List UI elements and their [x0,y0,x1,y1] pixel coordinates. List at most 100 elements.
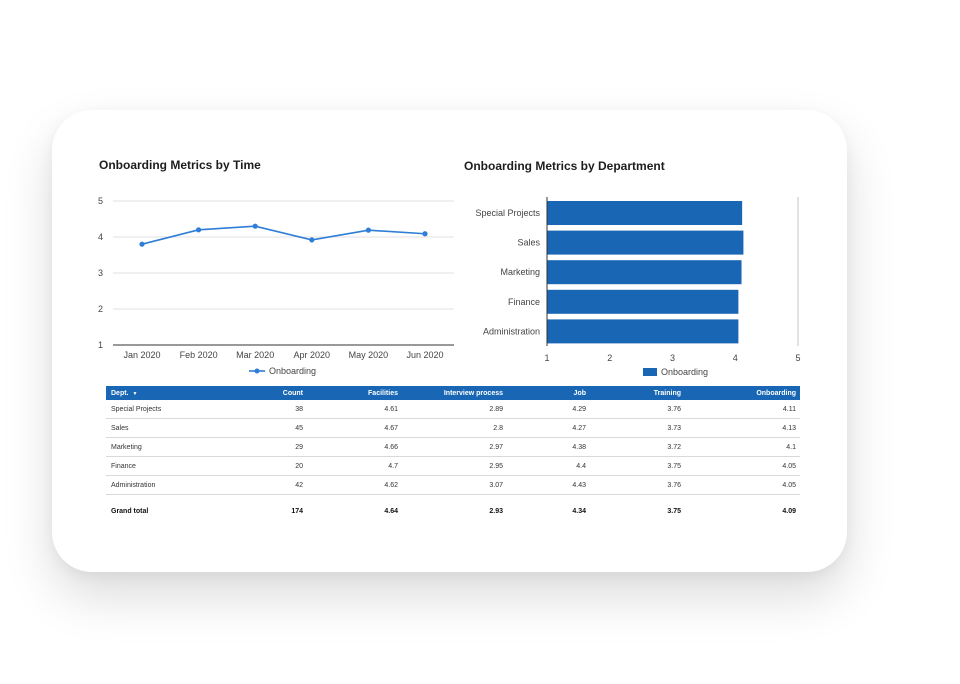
y-tick-label: 5 [98,196,103,206]
table-cell: 4.27 [572,424,586,432]
table-cell: 3.72 [667,443,681,451]
table-header: Dept. ▼ Count Facilities Interview process Jo… [106,386,800,400]
category-label: Finance [508,297,540,307]
data-point [309,237,315,243]
column-header[interactable]: Dept. ▼ [106,390,236,397]
total-cell: 2.93 [489,507,503,515]
table-cell: 2.95 [489,462,503,470]
category-label: Administration [483,326,540,336]
bar [547,201,743,225]
table-cell: 4.05 [782,462,796,470]
total-cell: 4.09 [782,507,796,515]
y-tick-label: 2 [98,304,103,314]
data-point [422,231,428,237]
table-cell: 4.43 [572,481,586,489]
x-tick-label: 5 [795,353,800,363]
x-tick-label: Jun 2020 [406,350,443,360]
column-header[interactable]: Onboarding [681,390,796,397]
table-row: Sales 45 4.67 2.8 4.27 3.73 4.13 [106,419,800,438]
x-tick-label: 1 [544,353,549,363]
legend-swatch [643,368,657,376]
table-cell: 4.13 [782,424,796,432]
table-cell: Special Projects [111,405,162,413]
x-tick-label: 3 [670,353,675,363]
column-header-label: Count [282,389,303,397]
line-chart-title: Onboarding Metrics by Time [99,158,261,172]
x-tick-label: Apr 2020 [294,350,331,360]
column-header[interactable]: Facilities [303,390,398,397]
table-cell: 20 [295,462,303,470]
table-cell: 3.76 [667,405,681,413]
table-cell: 2.8 [493,424,503,432]
table-cell: 29 [295,443,303,451]
total-cell: 3.75 [667,507,681,515]
data-point [196,227,202,233]
data-point [139,241,145,247]
table-cell: 4.62 [384,481,398,489]
sort-descending-icon[interactable]: ▼ [132,390,138,397]
table-cell: 4.1 [786,443,796,451]
column-header-label: Interview process [443,389,503,397]
table-cell: Administration [111,481,156,489]
category-label: Sales [517,238,540,248]
column-header-label: Facilities [368,389,398,397]
table-cell: Sales [111,424,129,432]
bar [547,230,744,255]
column-header-label: Dept. [111,389,129,397]
table-cell: 4.66 [384,443,398,451]
total-cell: 4.64 [384,507,398,515]
table-row: Finance 20 4.7 2.95 4.4 3.75 4.05 [106,457,800,476]
total-cell: 4.34 [572,507,586,515]
table-cell: 3.75 [667,462,681,470]
category-label: Marketing [500,267,540,277]
data-point [365,227,371,233]
table-cell: Marketing [111,443,142,451]
table-cell: 3.73 [667,424,681,432]
series-line-onboarding [141,225,426,245]
table-row: Special Projects 38 4.61 2.89 4.29 3.76 4.11 [106,400,800,419]
table-cell: 4.38 [572,443,586,451]
table-cell: Finance [111,462,136,470]
bar [547,289,739,314]
column-header[interactable]: Training [586,390,681,397]
legend-label: Onboarding [269,366,316,376]
table-cell: 2.97 [489,443,503,451]
table-cell: 3.07 [489,481,503,489]
bar [547,260,742,285]
x-tick-label: May 2020 [349,350,389,360]
table-row: Administration 42 4.62 3.07 4.43 3.76 4.05 [106,476,800,495]
table-row: Marketing 29 4.66 2.97 4.38 3.72 4.1 [106,438,800,457]
legend-label: Onboarding [661,367,708,377]
column-header[interactable]: Interview process [398,390,503,397]
table-cell: 3.76 [667,481,681,489]
table-cell: 4.11 [782,405,796,413]
x-tick-label: Feb 2020 [180,350,218,360]
table-body: Special Projects 38 4.61 2.89 4.29 3.76 4.11 Sa… [106,400,800,495]
column-header[interactable]: Count [236,390,303,397]
x-tick-label: 4 [733,353,738,363]
column-header[interactable]: Job [503,390,586,397]
table-cell: 4.61 [384,405,398,413]
total-cell: Grand total [111,507,149,515]
table-cell: 4.4 [576,462,586,470]
column-header-label: Training [653,389,681,397]
data-point [252,223,258,229]
total-cell: 174 [291,507,303,515]
x-tick-label: Jan 2020 [123,350,160,360]
y-tick-label: 1 [98,340,103,350]
category-label: Special Projects [475,208,540,218]
x-tick-label: Mar 2020 [236,350,274,360]
bar [547,319,739,344]
column-header-label: Onboarding [756,389,796,397]
table-cell: 42 [295,481,303,489]
column-header-label: Job [573,389,586,397]
y-tick-label: 4 [98,232,103,242]
y-tick-label: 3 [98,268,103,278]
x-tick-label: 2 [607,353,612,363]
table-cell: 2.89 [489,405,503,413]
table-cell: 4.05 [782,481,796,489]
table-cell: 4.7 [388,462,398,470]
table-cell: 4.29 [572,405,586,413]
